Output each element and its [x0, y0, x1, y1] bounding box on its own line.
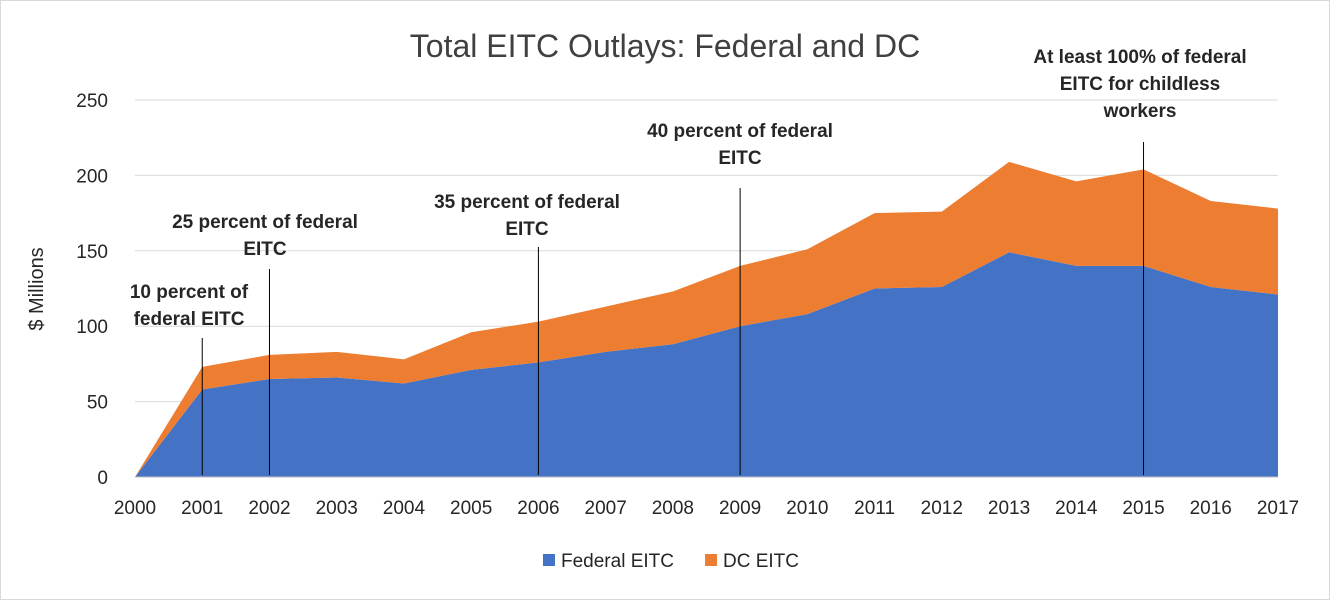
y-tick-label: 100 [76, 317, 108, 338]
x-tick-label: 2001 [181, 498, 223, 519]
x-tick-label: 2015 [1122, 498, 1164, 519]
y-tick-label: 200 [76, 166, 108, 187]
annotation-text: EITC [505, 219, 549, 240]
x-tick-label: 2005 [450, 498, 492, 519]
legend-label: DC EITC [723, 551, 799, 572]
legend-label: Federal EITC [561, 551, 674, 572]
chart-title: Total EITC Outlays: Federal and DC [410, 28, 920, 64]
x-tick-label: 2013 [988, 498, 1030, 519]
x-tick-label: 2004 [383, 498, 426, 519]
annotation-text: federal EITC [134, 309, 245, 330]
annotation-text: EITC [718, 148, 762, 169]
y-axis-label: $ Millions [26, 247, 48, 330]
legend-swatch [705, 554, 717, 566]
x-tick-label: 2008 [652, 498, 694, 519]
legend-swatch [543, 554, 555, 566]
x-tick-label: 2007 [585, 498, 627, 519]
annotations: 10 percent of federal EITC 25 percent of f… [130, 47, 1247, 475]
x-tick-label: 2017 [1257, 498, 1299, 519]
x-axis-ticks: 2000 2001 2002 2003 2004 2005 2006 2007 2008 2009… [114, 498, 1299, 519]
x-tick-label: 2002 [248, 498, 290, 519]
x-tick-label: 2009 [719, 498, 761, 519]
annotation-text: 35 percent of federal [434, 192, 620, 213]
x-tick-label: 2016 [1190, 498, 1232, 519]
x-tick-label: 2010 [786, 498, 828, 519]
area-dc-eitc [135, 161, 1278, 477]
y-tick-label: 150 [76, 242, 108, 263]
y-tick-label: 250 [76, 91, 108, 112]
x-tick-label: 2000 [114, 498, 156, 519]
y-axis-ticks: 0 50 100 150 200 250 [76, 91, 108, 489]
legend: Federal EITC DC EITC [543, 551, 799, 572]
area-federal-eitc [135, 252, 1278, 477]
y-tick-label: 0 [97, 468, 108, 489]
x-tick-label: 2003 [316, 498, 358, 519]
annotation-text: 40 percent of federal [647, 121, 833, 142]
annotation-text: EITC for childless [1060, 74, 1220, 95]
x-tick-label: 2011 [854, 498, 895, 519]
x-tick-label: 2014 [1055, 498, 1098, 519]
annotation-text: workers [1103, 101, 1177, 122]
area-series [135, 161, 1278, 477]
annotation-text: 10 percent of [130, 282, 249, 303]
x-tick-label: 2006 [517, 498, 559, 519]
x-tick-label: 2012 [921, 498, 963, 519]
annotation-text: At least 100% of federal [1033, 47, 1246, 68]
annotation-text: 25 percent of federal [172, 212, 358, 233]
annotation-text: EITC [243, 239, 287, 260]
y-tick-label: 50 [87, 393, 108, 414]
